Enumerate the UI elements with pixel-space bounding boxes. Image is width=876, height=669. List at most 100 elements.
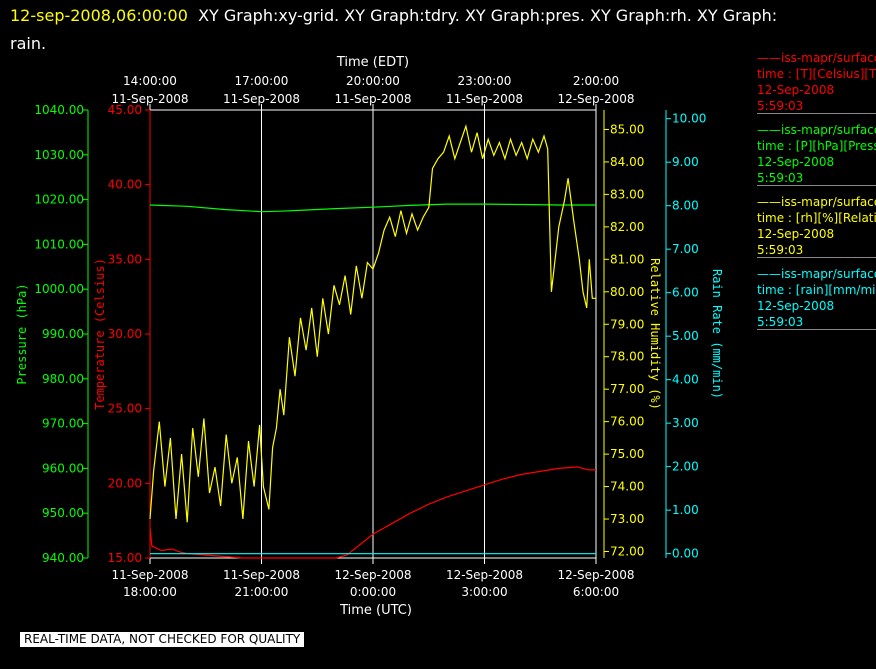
top-tick-date: 11-Sep-2008 <box>111 92 188 106</box>
rh-tick-label: 82.00 <box>610 220 644 234</box>
bottom-tick-time: 3:00:00 <box>461 585 507 599</box>
legend-divider <box>757 185 876 186</box>
legend-entry: ——iss-mapr/surface time : [T][Celsius][T 1… <box>757 50 876 114</box>
graph-list-continued: rain. <box>10 34 47 53</box>
rain-tick-label: 4.00 <box>672 373 699 387</box>
legend-line: ——iss-mapr/surface <box>757 267 876 281</box>
pressure-series-line <box>149 203 596 213</box>
bottom-tick-date: 11-Sep-2008 <box>111 568 188 582</box>
legend-desc: time : [rh][%][Relati <box>757 211 876 225</box>
rain-tick-label: 1.00 <box>672 503 699 517</box>
legend-entry: ——iss-mapr/surface time : [rh][%][Relati 1… <box>757 194 876 258</box>
rh-tick-label: 85.00 <box>610 122 644 136</box>
legend-date: 12-Sep-2008 <box>757 155 835 169</box>
legend-divider <box>757 257 876 258</box>
temperature-tick-label: 25.00 <box>108 402 142 416</box>
top-tick-time: 17:00:00 <box>235 74 289 88</box>
top-axis-title: Time (EDT) <box>336 55 409 70</box>
top-tick-time: 23:00:00 <box>458 74 512 88</box>
bottom-tick-date: 11-Sep-2008 <box>223 568 300 582</box>
legend-line: ——iss-mapr/surface <box>757 123 876 137</box>
temperature-tick-label: 30.00 <box>108 327 142 341</box>
bottom-tick-time: 0:00:00 <box>350 585 396 599</box>
rh-tick-label: 80.00 <box>610 285 644 299</box>
legend-line: ——iss-mapr/surface <box>757 51 876 65</box>
top-tick-date: 12-Sep-2008 <box>557 92 634 106</box>
legend-time: 5:59:03 <box>757 243 804 257</box>
legend-desc: time : [T][Celsius][T <box>757 67 876 81</box>
top-tick-time: 14:00:00 <box>123 74 177 88</box>
rh-tick-label: 77.00 <box>610 382 644 396</box>
page-title: 12-sep-2008,06:00:00 XY Graph:xy-grid. X… <box>10 2 870 58</box>
temperature-tick-label: 15.00 <box>108 551 142 565</box>
temperature-series-line <box>149 466 596 559</box>
series-group <box>149 123 596 559</box>
timestamp: 12-sep-2008,06:00:00 <box>10 6 188 25</box>
rain-tick-label: 3.00 <box>672 416 699 430</box>
temperature-axis-label: Temperature (Celsius) <box>93 258 107 410</box>
rain-tick-label: 9.00 <box>672 155 699 169</box>
top-tick-date: 11-Sep-2008 <box>334 92 411 106</box>
graph-list: XY Graph:xy-grid. XY Graph:tdry. XY Grap… <box>198 6 778 25</box>
pressure-tick-label: 980.00 <box>42 372 84 386</box>
rh-tick-label: 75.00 <box>610 447 644 461</box>
legend-line: ——iss-mapr/surface <box>757 195 876 209</box>
pressure-tick-label: 1020.00 <box>34 193 84 207</box>
quality-warning: REAL-TIME DATA, NOT CHECKED FOR QUALITY <box>20 632 305 647</box>
pressure-tick-label: 990.00 <box>42 327 84 341</box>
legend-desc: time : [rain][mm/min <box>757 283 876 297</box>
rh-tick-label: 74.00 <box>610 480 644 494</box>
bottom-tick-time: 18:00:00 <box>123 585 177 599</box>
legend-time: 5:59:03 <box>757 99 804 113</box>
bottom-tick-date: 12-Sep-2008 <box>557 568 634 582</box>
legend-date: 12-Sep-2008 <box>757 299 835 313</box>
bottom-tick-time: 6:00:00 <box>573 585 619 599</box>
pressure-tick-label: 1010.00 <box>34 237 84 251</box>
bottom-tick-date: 12-Sep-2008 <box>446 568 523 582</box>
top-tick-date: 11-Sep-2008 <box>223 92 300 106</box>
legend-divider <box>757 113 876 114</box>
legend-date: 12-Sep-2008 <box>757 83 835 97</box>
rain-axis-label: Rain Rate (mm/min) <box>710 269 724 399</box>
rain-tick-label: 10.00 <box>672 112 706 126</box>
rain-tick-label: 5.00 <box>672 329 699 343</box>
pressure-tick-label: 950.00 <box>42 506 84 520</box>
rain-tick-label: 8.00 <box>672 199 699 213</box>
rain-tick-label: 6.00 <box>672 286 699 300</box>
temperature-tick-label: 45.00 <box>108 103 142 117</box>
axes: 11-Sep-2008 18:00:00 11-Sep-2008 21:00:00 12… <box>34 74 706 599</box>
legend-entry: ——iss-mapr/surface time : [P][hPa][Press 1… <box>757 122 876 186</box>
rh-axis-label: Relative Humidity (%) <box>648 258 662 410</box>
pressure-tick-label: 960.00 <box>42 461 84 475</box>
rh-tick-label: 78.00 <box>610 350 644 364</box>
legend-desc: time : [P][hPa][Press <box>757 139 876 153</box>
pressure-tick-label: 1040.00 <box>34 103 84 117</box>
rh-tick-label: 79.00 <box>610 317 644 331</box>
legend-time: 5:59:03 <box>757 171 804 185</box>
temperature-tick-label: 40.00 <box>108 178 142 192</box>
pressure-axis-label: Pressure (hPa) <box>15 283 29 384</box>
rain-tick-label: 0.00 <box>672 547 699 561</box>
temperature-tick-label: 20.00 <box>108 476 142 490</box>
legend-date: 12-Sep-2008 <box>757 227 835 241</box>
temperature-tick-label: 35.00 <box>108 252 142 266</box>
rh-tick-label: 76.00 <box>610 415 644 429</box>
rh-tick-label: 83.00 <box>610 187 644 201</box>
pressure-tick-label: 1000.00 <box>34 282 84 296</box>
grid <box>149 110 597 558</box>
legend-time: 5:59:03 <box>757 315 804 329</box>
legend-divider <box>757 329 876 330</box>
rh-tick-label: 84.00 <box>610 155 644 169</box>
bottom-tick-time: 21:00:00 <box>235 585 289 599</box>
bottom-axis-title: Time (UTC) <box>339 603 412 618</box>
rh-series-line <box>149 123 596 523</box>
rain-tick-label: 7.00 <box>672 242 699 256</box>
bottom-tick-date: 12-Sep-2008 <box>334 568 411 582</box>
top-tick-time: 2:00:00 <box>573 74 619 88</box>
rh-tick-label: 81.00 <box>610 252 644 266</box>
legend-entry: ——iss-mapr/surface time : [rain][mm/min 12… <box>757 266 876 330</box>
pressure-tick-label: 940.00 <box>42 551 84 565</box>
pressure-tick-label: 1030.00 <box>34 148 84 162</box>
rain-tick-label: 2.00 <box>672 460 699 474</box>
